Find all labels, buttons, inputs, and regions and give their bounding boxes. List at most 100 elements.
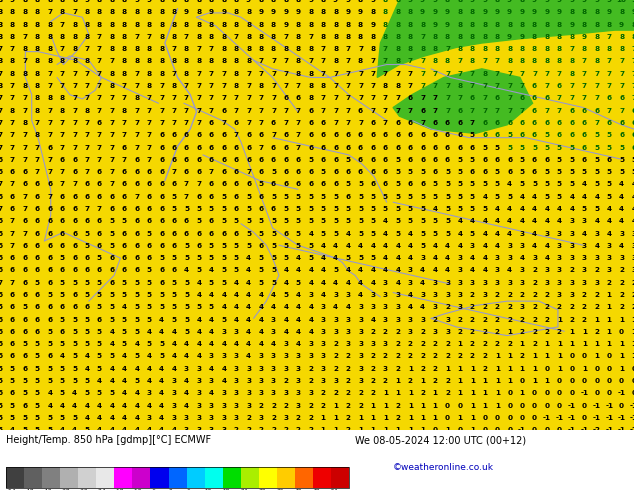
Text: 8: 8 bbox=[619, 9, 624, 15]
Text: 2: 2 bbox=[582, 304, 587, 310]
Text: 5: 5 bbox=[358, 255, 363, 261]
Text: 9: 9 bbox=[519, 9, 525, 15]
Text: 4: 4 bbox=[234, 341, 238, 347]
Text: 9: 9 bbox=[146, 0, 152, 3]
Text: 6: 6 bbox=[146, 206, 152, 212]
Text: 5: 5 bbox=[308, 243, 313, 249]
Text: 8: 8 bbox=[221, 22, 226, 27]
Text: 4: 4 bbox=[507, 206, 512, 212]
Text: 1: 1 bbox=[420, 415, 425, 421]
Text: 1: 1 bbox=[445, 427, 450, 433]
Text: 5: 5 bbox=[432, 218, 437, 224]
Text: 5: 5 bbox=[35, 403, 40, 409]
Text: 6: 6 bbox=[97, 218, 102, 224]
Text: 2: 2 bbox=[545, 292, 550, 298]
Text: 7: 7 bbox=[172, 169, 176, 175]
Bar bbox=[331, 466, 349, 488]
Text: -2: -2 bbox=[630, 427, 634, 433]
Text: 6: 6 bbox=[308, 108, 313, 114]
Text: 8: 8 bbox=[569, 71, 574, 77]
Text: 5: 5 bbox=[408, 218, 413, 224]
Text: 7: 7 bbox=[72, 83, 77, 89]
Text: 7: 7 bbox=[396, 71, 400, 77]
Text: 6: 6 bbox=[346, 132, 351, 138]
Text: 4: 4 bbox=[246, 341, 251, 347]
Text: 5: 5 bbox=[234, 268, 239, 273]
Text: 6: 6 bbox=[370, 132, 375, 138]
Text: 3: 3 bbox=[321, 329, 326, 335]
Text: 7: 7 bbox=[184, 194, 189, 199]
Text: 5: 5 bbox=[507, 145, 512, 150]
Text: 4: 4 bbox=[619, 206, 624, 212]
Text: 7: 7 bbox=[97, 108, 102, 114]
Text: 7: 7 bbox=[47, 157, 52, 163]
Text: 7: 7 bbox=[146, 96, 152, 101]
Text: 8: 8 bbox=[457, 83, 463, 89]
Text: 7: 7 bbox=[358, 83, 363, 89]
Text: 7: 7 bbox=[184, 120, 189, 126]
Text: 9: 9 bbox=[582, 34, 587, 40]
Text: 4: 4 bbox=[110, 427, 114, 433]
Text: 1: 1 bbox=[594, 317, 599, 322]
Text: 8: 8 bbox=[47, 96, 52, 101]
Text: 5: 5 bbox=[84, 378, 89, 384]
Text: 8: 8 bbox=[109, 34, 115, 40]
Text: 5: 5 bbox=[308, 206, 313, 212]
Text: 8: 8 bbox=[171, 34, 177, 40]
Text: 5: 5 bbox=[72, 415, 77, 421]
Text: 8: 8 bbox=[234, 83, 239, 89]
Text: 6: 6 bbox=[445, 132, 450, 138]
Text: 5: 5 bbox=[109, 292, 115, 298]
Text: 6: 6 bbox=[333, 181, 338, 187]
Text: 4: 4 bbox=[221, 292, 226, 298]
Text: 5: 5 bbox=[594, 181, 599, 187]
Text: 6: 6 bbox=[146, 169, 152, 175]
Text: 5: 5 bbox=[470, 206, 475, 212]
Text: 8: 8 bbox=[197, 22, 202, 27]
Text: 8: 8 bbox=[84, 22, 89, 27]
Text: 4: 4 bbox=[308, 317, 313, 322]
Text: 2: 2 bbox=[569, 304, 574, 310]
Text: 0: 0 bbox=[545, 427, 550, 433]
Text: 8: 8 bbox=[557, 58, 562, 65]
Text: 2: 2 bbox=[532, 292, 537, 298]
Text: 6: 6 bbox=[557, 83, 562, 89]
Text: 6: 6 bbox=[84, 255, 89, 261]
Text: 8: 8 bbox=[246, 58, 251, 65]
Text: ©weatheronline.co.uk: ©weatheronline.co.uk bbox=[393, 463, 494, 472]
Text: 8: 8 bbox=[457, 22, 463, 27]
Text: 6: 6 bbox=[495, 96, 500, 101]
Text: 5: 5 bbox=[594, 157, 599, 163]
Text: 7: 7 bbox=[221, 120, 226, 126]
Text: 4: 4 bbox=[110, 341, 114, 347]
Text: 1: 1 bbox=[370, 403, 375, 409]
Bar bbox=[205, 466, 223, 488]
Text: 7: 7 bbox=[146, 108, 152, 114]
Text: 5: 5 bbox=[0, 378, 3, 384]
Text: 7: 7 bbox=[22, 145, 27, 150]
Text: 4: 4 bbox=[122, 427, 127, 433]
Text: 7: 7 bbox=[60, 46, 65, 52]
Text: 7: 7 bbox=[72, 181, 77, 187]
Text: 5: 5 bbox=[97, 329, 102, 335]
Text: 7: 7 bbox=[308, 58, 313, 65]
Text: 5: 5 bbox=[47, 329, 52, 335]
Text: 7: 7 bbox=[234, 132, 238, 138]
Text: 9: 9 bbox=[420, 0, 425, 3]
Text: 7: 7 bbox=[370, 58, 375, 65]
Text: 8: 8 bbox=[582, 9, 587, 15]
Text: 6: 6 bbox=[84, 218, 89, 224]
Text: 5: 5 bbox=[60, 280, 65, 286]
Text: 1: 1 bbox=[495, 353, 500, 360]
Text: 7: 7 bbox=[146, 132, 152, 138]
Text: 0: 0 bbox=[557, 403, 562, 409]
Text: 6: 6 bbox=[358, 157, 363, 163]
Text: 8: 8 bbox=[594, 9, 599, 15]
Text: 4: 4 bbox=[420, 268, 425, 273]
Text: 7: 7 bbox=[271, 132, 276, 138]
Text: 4: 4 bbox=[607, 218, 612, 224]
Text: 9: 9 bbox=[532, 0, 537, 3]
Text: 3: 3 bbox=[432, 304, 437, 310]
Text: 6: 6 bbox=[209, 145, 214, 150]
Text: 3: 3 bbox=[520, 231, 524, 237]
